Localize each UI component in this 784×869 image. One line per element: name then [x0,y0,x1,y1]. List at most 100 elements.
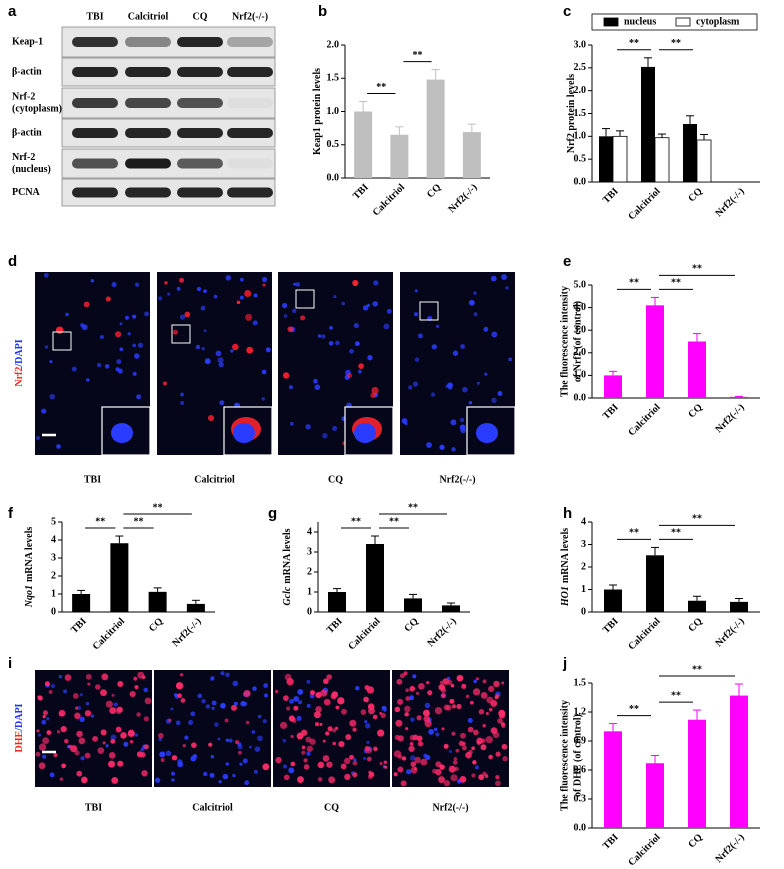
nucleus-dot [105,744,109,748]
nucleus-dot [196,287,202,292]
x-tick-label: Nrf2(-/-) [446,182,479,215]
y-tick-label: 0.6 [574,764,587,775]
nucleus-dot [217,737,221,741]
stain-dot [303,764,310,770]
stain-dot [74,712,81,720]
stain-dot [177,693,182,699]
stain-dot [366,756,372,762]
stain-dot [141,770,148,777]
nucleus-dot [253,769,258,774]
nucleus-dot [190,711,196,717]
stain-dot [283,695,289,702]
nucleus-dot [210,755,214,759]
panel-label: j [562,655,567,672]
nucleus-dot [110,734,117,741]
nucleus-dot [65,312,69,317]
lane-label: CQ [193,11,208,22]
nucleus-dot [116,359,122,365]
nucleus-dot [293,282,297,286]
stain-dot [405,727,409,731]
nucleus-dot [476,381,480,385]
nucleus-dot [170,771,176,776]
stain-dot [328,776,336,784]
stain-dot [293,705,299,711]
y-axis-label-text: of DHE (of control) [573,714,584,797]
nucleus-dot [293,696,300,702]
stain-dot [414,756,421,764]
x-tick-label: CQ [686,616,705,635]
nucleus-dot [90,279,94,283]
stain-dot [502,755,508,762]
nucleus-dot [335,340,340,346]
nucleus-dot [364,720,368,724]
stain-dot [365,746,373,754]
stain-dot [467,726,474,733]
panel-label: e [563,253,571,270]
nucleus-dot [204,358,211,365]
nucleus-dot [439,444,445,450]
nucleus-dot [171,778,175,782]
nucleus-dot [501,274,508,280]
nucleus-dot [159,751,166,758]
x-tick-label: Nrf2(-/-) [713,186,746,219]
nucleus-dot [234,402,239,408]
stain-dot [459,775,467,783]
y-tick-label: 4.0 [574,302,587,313]
stain-dot [76,770,83,777]
significance-label: ** [351,516,361,527]
stain-dot [180,698,186,703]
stain-dot [117,760,124,767]
stain-dot [317,777,323,782]
stain-label-part: /DAPI [14,339,25,367]
stain-dot [480,692,488,699]
nucleus-dot [491,331,498,338]
nucleus-dot [104,364,110,369]
nucleus-dot [201,698,206,704]
blot-band [125,37,171,47]
zoom-nucleus [233,423,255,443]
nucleus-dot [386,308,392,314]
stain-dot [80,776,88,784]
stain-dot [244,290,252,298]
x-tick-label: Calcitriol [626,832,663,869]
nucleus-dot [220,702,226,709]
blot-band [177,128,223,138]
nucleus-dot [381,705,387,711]
nucleus-dot [41,719,47,725]
nucleus-dot [328,341,334,346]
y-axis-label-gene: Nqo1 [24,585,35,608]
stain-dot [485,735,493,744]
y-tick-label: 2.0 [574,85,587,96]
nucleus-dot [225,672,230,678]
stain-dot [443,704,450,711]
bar [730,695,748,828]
nucleus-dot [184,735,189,740]
legend-label: cytoplasm [696,16,740,27]
stain-dot [287,326,294,333]
lane-label: TBI [86,11,103,22]
stain-dot [262,763,270,771]
bar [366,544,384,612]
nucleus-dot [233,701,238,706]
blot-row-label: (cytoplasm) [12,103,62,114]
nucleus-dot [248,745,252,749]
nucleus-dot [505,286,509,290]
stain-dot [120,732,127,739]
nucleus-dot [483,326,489,332]
stain-dot [420,758,428,766]
y-axis-label-text: The fluorescence intensity [560,286,571,397]
nucleus-dot [127,332,131,336]
stain-dot [36,729,40,733]
stain-dot [246,346,254,354]
stain-dot [84,710,92,717]
stain-label-part: DHE [14,730,25,752]
stain-dot [115,331,122,338]
stain-dot [232,343,239,351]
bar [604,375,622,398]
stain-dot [230,704,238,711]
stain-dot [38,743,47,751]
nucleus-dot [353,322,359,329]
y-tick-label: 2.0 [327,39,340,50]
blot-row-label: Nrf-2 [12,152,35,163]
